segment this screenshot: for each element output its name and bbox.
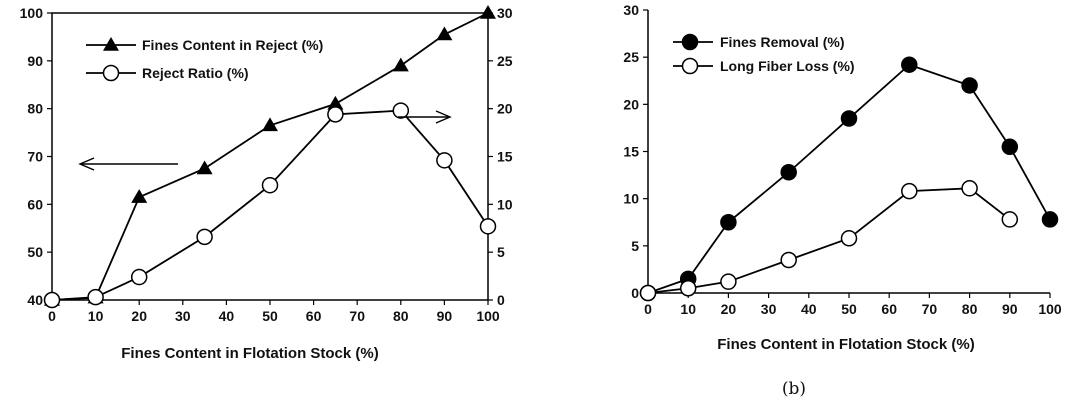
data-point-a-0 [436, 26, 453, 41]
data-point-a-1 [261, 176, 279, 194]
data-point-b-1 [840, 230, 858, 247]
legend-label-b-0: Fines Removal (%) [720, 34, 844, 50]
x-tick-label-b: 90 [1002, 301, 1018, 317]
data-point-b-0 [1001, 138, 1019, 156]
x-tick-label-b: 0 [644, 301, 652, 317]
x-tick-label-a: 0 [48, 308, 56, 324]
data-point-b-0 [961, 77, 978, 94]
series-line-b-0 [647, 63, 1051, 294]
data-point-a-0 [392, 57, 409, 72]
chart-a: 0 10 20 30 40 50 60 70 80 90 100405060708090100051… [20, 5, 513, 362]
y-left-tick-label-a: 50 [27, 244, 43, 260]
y-tick-label-b: 15 [623, 144, 639, 160]
data-point-a-1 [392, 102, 410, 119]
data-point-b-1 [961, 180, 978, 197]
y-right-tick-label-a: 25 [497, 53, 513, 69]
x-axis-label-a: Fines Content in Flotation Stock (%) [121, 345, 379, 362]
data-point-a-1 [436, 152, 453, 169]
x-tick-label-a: 10 [88, 308, 104, 324]
legend-marker-a-0 [103, 37, 119, 51]
data-point-a-1 [196, 228, 213, 246]
y-left-tick-label-a: 100 [20, 5, 44, 21]
y-left-tick-label-a: 80 [27, 101, 43, 117]
y-tick-label-b: 20 [623, 96, 639, 112]
y-left-tick-label-a: 90 [27, 53, 43, 69]
series-line-b-1 [647, 187, 1011, 294]
y-left-tick-label-a: 70 [27, 149, 43, 165]
x-tick-label-b: 60 [881, 301, 897, 317]
data-point-a-1 [130, 268, 148, 286]
data-point-b-1 [639, 284, 657, 302]
legend-label-b-1: Long Fiber Loss (%) [720, 58, 855, 74]
data-point-a-1 [43, 291, 61, 309]
x-tick-label-b: 40 [801, 301, 817, 317]
y-right-tick-label-a: 20 [497, 101, 513, 117]
data-point-b-1 [679, 280, 697, 297]
data-point-a-1 [87, 288, 104, 306]
y-tick-label-b: 5 [631, 238, 639, 254]
y-right-tick-label-a: 10 [497, 196, 513, 212]
y-left-tick-label-a: 60 [27, 196, 43, 212]
y-right-tick-label-a: 15 [497, 149, 513, 165]
x-tick-label-a: 90 [437, 308, 453, 324]
x-tick-label-a: 100 [476, 308, 500, 324]
y-right-tick-label-a: 0 [497, 292, 505, 308]
x-tick-label-b: 70 [922, 301, 938, 317]
x-tick-label-a: 40 [219, 308, 235, 324]
data-point-b-0 [901, 56, 918, 73]
legend-marker-b-0 [681, 33, 699, 51]
arrow-right-head [435, 110, 452, 124]
x-tick-label-a: 80 [393, 308, 409, 324]
chart-b: 0 10 20 30 40 50 60 70 80 90 100 0 5 10 15 20 25 30 Fines … [623, 2, 1061, 353]
y-tick-label-b: 0 [631, 285, 639, 301]
data-point-a-0 [327, 95, 344, 110]
data-point-b-0 [720, 214, 737, 231]
data-point-a-0 [131, 189, 148, 203]
x-tick-label-b: 20 [721, 301, 737, 317]
legend-marker-b-1 [681, 57, 699, 75]
x-tick-label-a: 30 [175, 308, 191, 324]
y-tick-label-b: 30 [623, 2, 639, 18]
data-point-a-0 [480, 5, 496, 19]
data-point-b-1 [1001, 211, 1019, 228]
data-point-a-0 [196, 160, 213, 175]
data-point-b-1 [720, 273, 737, 290]
x-tick-label-a: 20 [131, 308, 147, 324]
x-tick-label-b: 80 [962, 301, 978, 317]
data-point-b-0 [840, 110, 858, 127]
legend-label-a-0: Fines Content in Reject (%) [142, 37, 323, 53]
data-point-b-0 [780, 164, 797, 181]
x-tick-label-b: 30 [761, 301, 777, 317]
legend-marker-a-1 [102, 64, 120, 82]
panel-label-b: (b) [782, 379, 806, 399]
y-left-tick-label-a: 40 [27, 292, 43, 308]
data-point-b-1 [901, 182, 918, 200]
x-tick-label-b: 100 [1038, 301, 1062, 317]
data-point-a-0 [262, 117, 278, 132]
data-point-b-1 [780, 251, 797, 269]
x-tick-label-b: 50 [841, 301, 857, 317]
data-point-a-1 [479, 218, 497, 235]
x-tick-label-a: 50 [262, 308, 278, 324]
legend-label-a-1: Reject Ratio (%) [142, 65, 249, 81]
x-tick-label-b: 10 [680, 301, 696, 317]
y-right-tick-label-a: 5 [497, 244, 505, 260]
plot-frame-a [51, 12, 489, 301]
y-tick-label-b: 25 [623, 49, 639, 65]
data-point-b-0 [1041, 211, 1059, 228]
data-point-a-1 [327, 106, 344, 123]
x-axis-label-b: Fines Content in Flotation Stock (%) [717, 336, 975, 353]
x-tick-label-a: 70 [349, 308, 365, 324]
x-tick-label-a: 60 [306, 308, 322, 324]
arrow-left-head [78, 157, 95, 171]
y-right-tick-label-a: 30 [497, 5, 513, 21]
series-line-a-1 [51, 109, 489, 301]
y-tick-label-b: 10 [623, 191, 639, 207]
series-line-a-0 [51, 12, 489, 301]
